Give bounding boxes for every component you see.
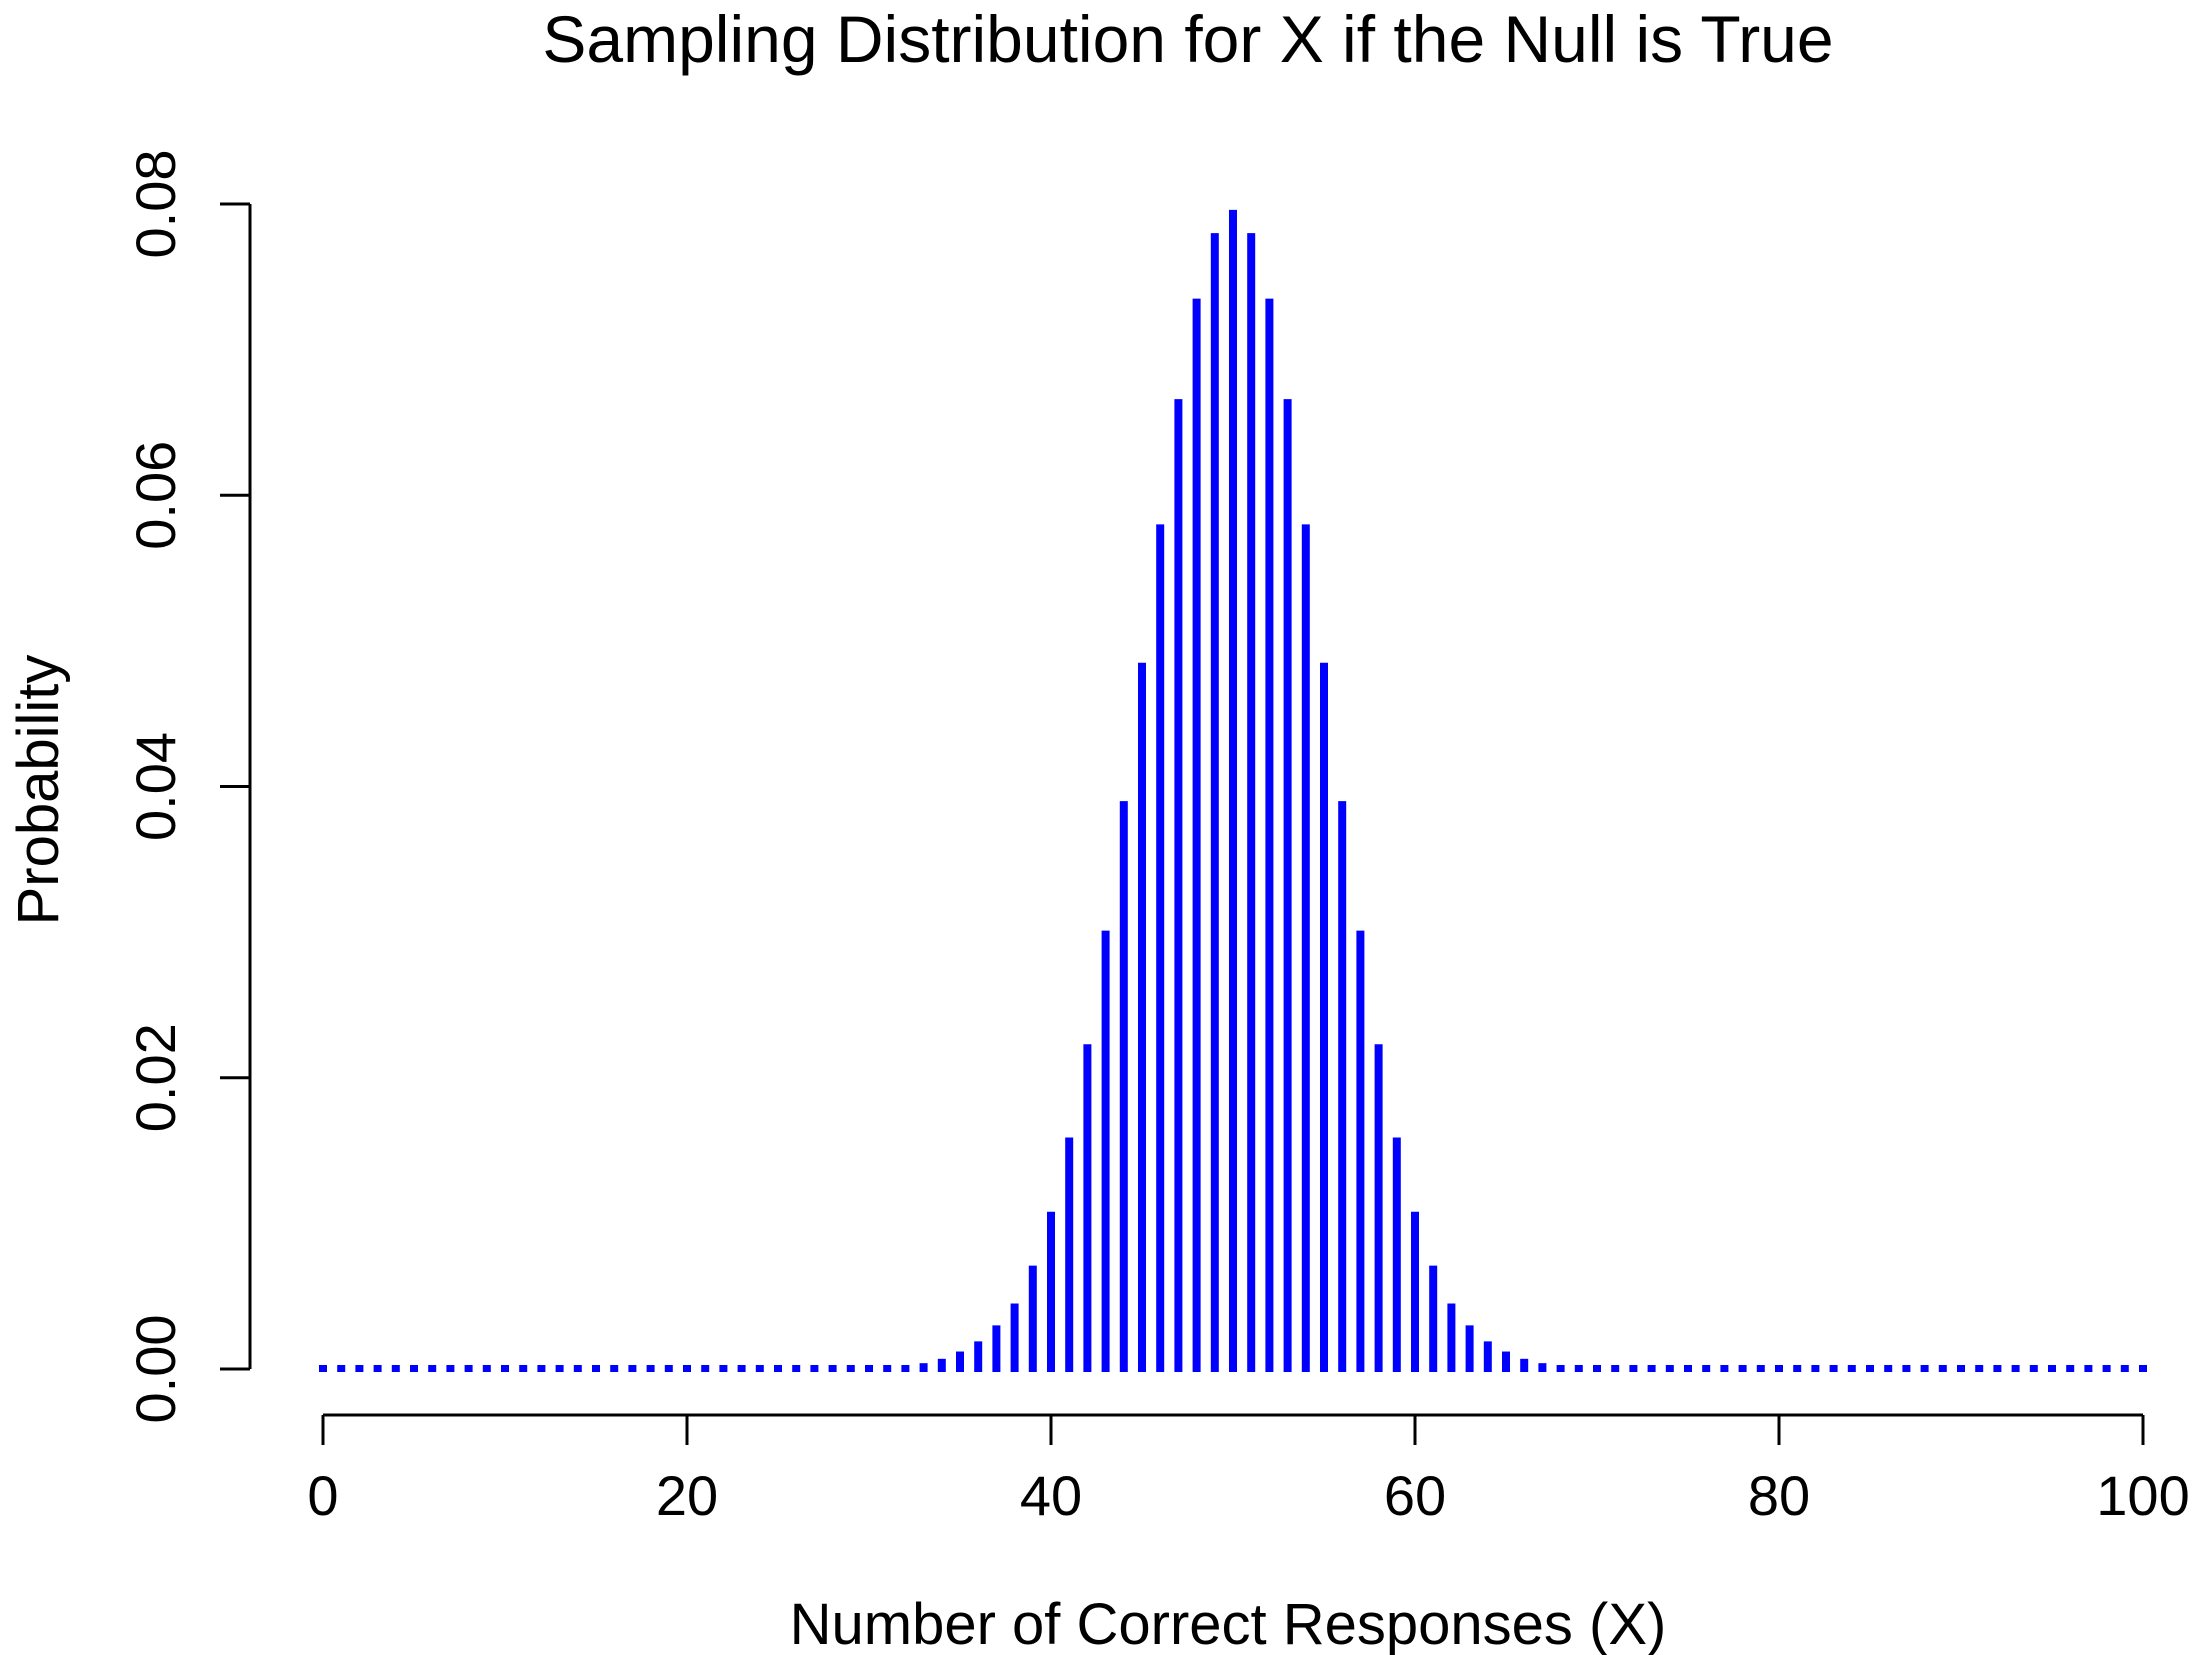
x-axis-label: Number of Correct Responses (X): [790, 1592, 1667, 1655]
x-tick-label: 20: [656, 1464, 718, 1527]
y-tick-label: 0.02: [124, 1023, 187, 1132]
x-tick-label: 60: [1384, 1464, 1446, 1527]
x-tick-label: 0: [307, 1464, 338, 1527]
y-axis-label: Probability: [6, 655, 71, 926]
y-tick-label: 0.08: [124, 150, 187, 259]
chart-title: Sampling Distribution for X if the Null …: [542, 2, 1833, 76]
y-tick-label: 0.00: [124, 1315, 187, 1424]
y-tick-label: 0.06: [124, 441, 187, 550]
y-axis: 0.00 0.02 0.04 0.06 0.08: [124, 150, 252, 1424]
y-tick-label: 0.04: [124, 732, 187, 841]
x-tick-label: 100: [2096, 1464, 2189, 1527]
x-axis: 0 20 40 60 80 100: [307, 1413, 2190, 1527]
bars: [319, 209, 2147, 1372]
x-tick-label: 80: [1748, 1464, 1810, 1527]
x-tick-label: 40: [1020, 1464, 1082, 1527]
